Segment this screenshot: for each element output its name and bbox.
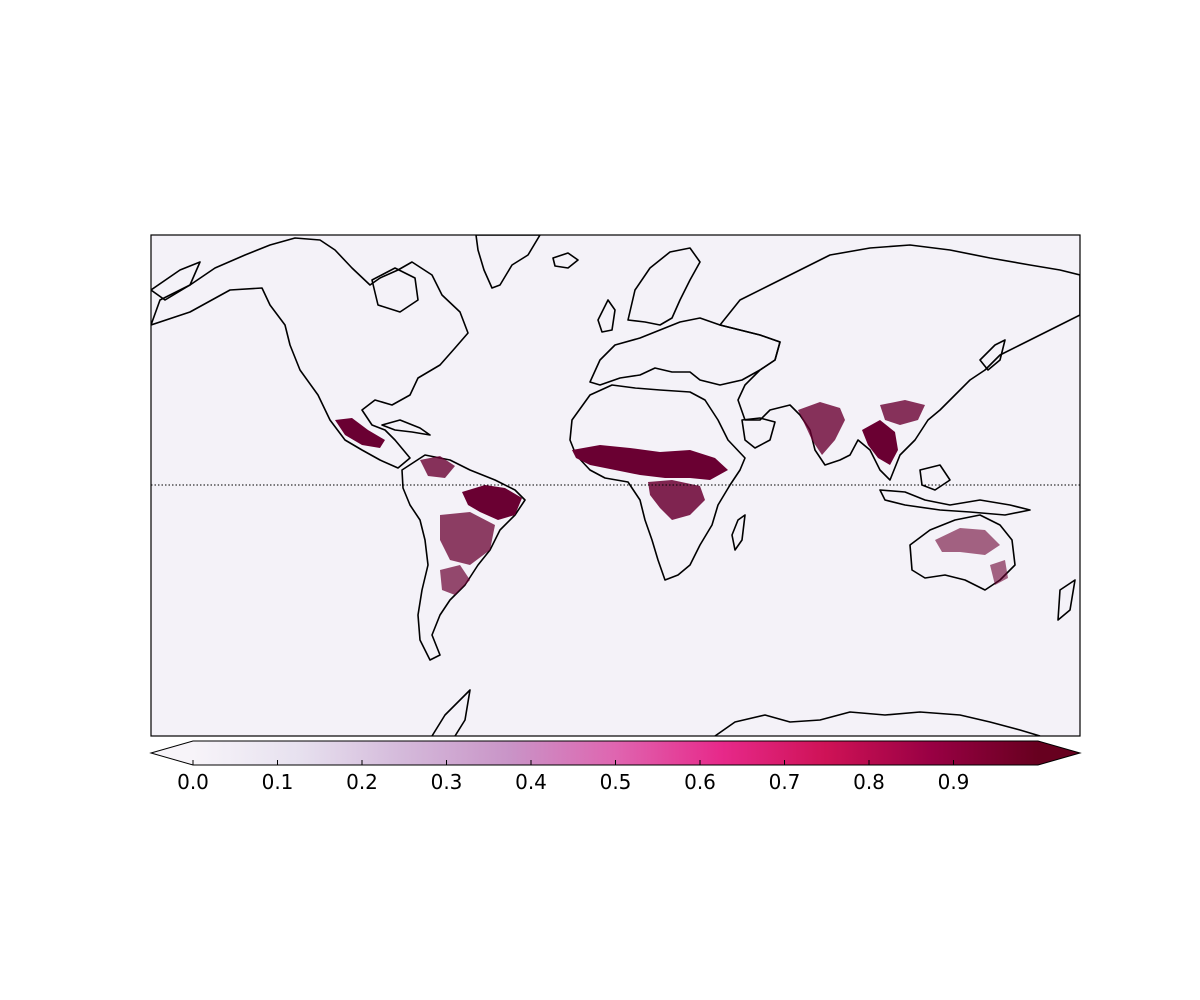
- arabia-outline: [741, 417, 776, 449]
- region-sahel: [572, 445, 728, 480]
- region-india: [798, 402, 845, 455]
- british-isles-outline: [597, 299, 616, 333]
- colorbar-tick-label: 0.8: [853, 770, 885, 794]
- map-frame: [150, 234, 1081, 737]
- colorbar-tick-label: 0.0: [177, 770, 209, 794]
- region-central-america: [335, 418, 385, 448]
- colorbar: 0.0 0.1 0.2 0.3 0.4 0.5 0.6 0.7 0.8 0.9: [149, 740, 1082, 794]
- australia-outline: [909, 514, 1016, 591]
- region-south-china: [880, 400, 925, 425]
- continents: [151, 235, 1080, 736]
- iceland-outline: [552, 252, 579, 269]
- colorbar-tick-label: 0.4: [515, 770, 547, 794]
- south-america-outline: [401, 454, 526, 661]
- region-northeast-brazil: [462, 485, 522, 520]
- hudson-bay-outline: [371, 267, 419, 313]
- colorbar-ticks: 0.0 0.1 0.2 0.3 0.4 0.5 0.6 0.7 0.8 0.9: [177, 760, 969, 794]
- madagascar-outline: [731, 514, 746, 551]
- africa-outline: [569, 384, 746, 581]
- colorbar-tick-label: 0.9: [938, 770, 970, 794]
- region-central-africa: [648, 480, 705, 520]
- region-southeast-australia: [990, 560, 1008, 585]
- indonesia-outline: [879, 489, 1031, 516]
- region-southeast-asia: [862, 420, 898, 465]
- region-northern-australia: [935, 528, 1000, 555]
- greenland-outline: [475, 235, 541, 289]
- scandinavia-outline: [627, 247, 701, 326]
- colorbar-tick-label: 0.3: [431, 770, 463, 794]
- alaska-outline: [151, 261, 201, 301]
- colorbar-extend-min: [151, 741, 193, 765]
- north-america-outline: [151, 237, 469, 469]
- value-regions: [335, 400, 1008, 595]
- map-panel: [150, 234, 1081, 737]
- antarctica-outline: [431, 689, 1041, 736]
- region-southeast-south-america: [440, 565, 470, 595]
- colorbar-tick-label: 0.7: [769, 770, 801, 794]
- cuba-outline: [381, 419, 431, 436]
- region-central-south-america: [440, 512, 495, 565]
- new-zealand-outline: [1057, 579, 1076, 621]
- colorbar-tick-label: 0.6: [684, 770, 716, 794]
- colorbar-tick-label: 0.1: [262, 770, 294, 794]
- asia-outline: [719, 244, 1080, 481]
- region-northern-south-america: [420, 456, 455, 478]
- colorbar-extend-max: [1038, 741, 1080, 765]
- colorbar-tick-label: 0.5: [600, 770, 632, 794]
- japan-outline: [979, 339, 1006, 371]
- colorbar-tick-label: 0.2: [346, 770, 378, 794]
